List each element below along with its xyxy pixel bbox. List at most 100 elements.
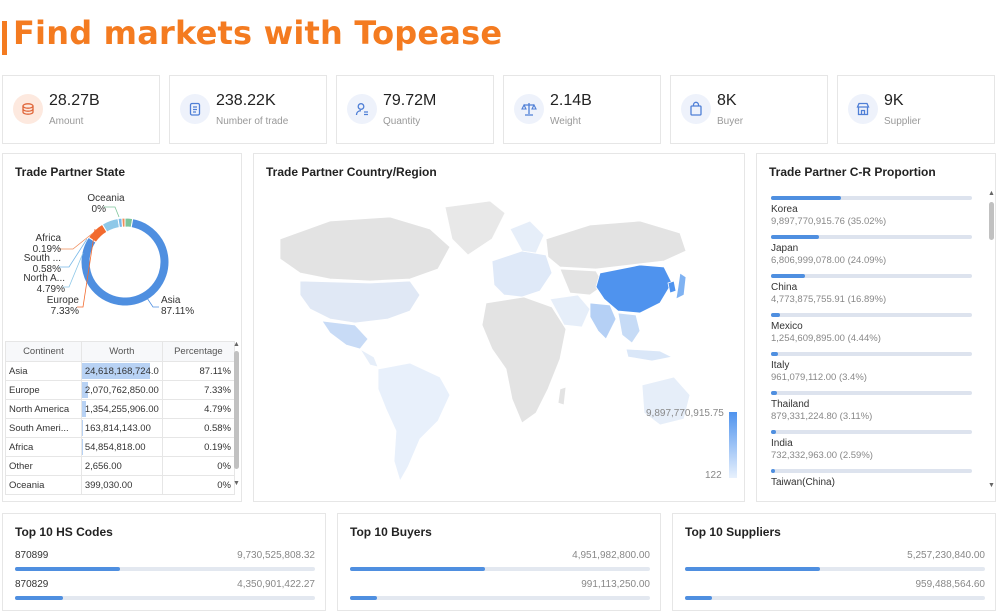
panel-title: Trade Partner Country/Region [266, 165, 437, 179]
proportion-name: Thailand [771, 399, 810, 410]
proportion-item[interactable]: Japan 6,806,999,078.00 (24.09%) [771, 231, 976, 270]
user-quantity-icon [347, 94, 377, 124]
trade-partner-map-panel: Trade Partner Country/Region [253, 153, 745, 502]
proportion-name: Mexico [771, 321, 803, 332]
trade-partner-state-panel: Trade Partner State Oceania 0% Africa 0.19%… [2, 153, 242, 502]
map-region-south-america [377, 362, 451, 483]
stat-card-quantity: 79.72M Quantity [336, 75, 494, 144]
map-region-africa [481, 296, 567, 424]
map-region-europe [491, 250, 553, 298]
panel-title: Trade Partner C-R Proportion [769, 165, 936, 179]
proportion-item[interactable]: Mexico 1,254,609,895.00 (4.44%) [771, 309, 976, 348]
header-accent-bar [2, 21, 7, 55]
proportion-item[interactable]: Taiwan(China) [771, 465, 976, 501]
donut-label-pct: 87.11% [161, 306, 194, 317]
proportion-value: 9,897,770,915.76 (35.02%) [771, 216, 887, 227]
table-row[interactable]: Oceania 399,030.00 0% [5, 475, 236, 495]
scroll-down-arrow-icon[interactable]: ▼ [233, 480, 240, 487]
proportion-name: India [771, 438, 793, 449]
proportion-item[interactable]: China 4,773,875,755.91 (16.89%) [771, 270, 976, 309]
shopping-bag-icon [681, 94, 711, 124]
table-row[interactable]: Africa 54,854,818.00 0.19% [5, 437, 236, 457]
row-fill [685, 596, 712, 600]
row-fill [350, 567, 485, 571]
row-value: 991,113,250.00 [581, 579, 650, 590]
column-header-percentage[interactable]: Percentage [161, 341, 236, 362]
proportion-name: Taiwan(China) [771, 477, 835, 488]
row-track [685, 596, 985, 600]
donut-label-line [77, 228, 96, 308]
proportion-item[interactable]: Korea 9,897,770,915.76 (35.02%) [771, 192, 976, 231]
scale-icon [514, 94, 544, 124]
map-legend-gradient[interactable] [729, 412, 737, 478]
clipboard-icon [180, 94, 210, 124]
top-buyers-panel: Top 10 Buyers 4,951,982,800.00 991,113,25… [337, 513, 661, 611]
map-legend-max: 9,897,770,915.75 [646, 408, 724, 419]
table-row[interactable]: South Ameri... 163,814,143.00 0.58% [5, 418, 236, 438]
donut-label-name: Europe [47, 295, 80, 306]
proportion-item[interactable]: India 732,332,963.00 (2.59%) [771, 426, 976, 465]
map-region-greenland [444, 200, 506, 256]
row-label: 870899 [15, 550, 49, 561]
proportion-scrollbar[interactable] [989, 202, 994, 240]
table-row[interactable]: Other 2,656.00 0% [5, 456, 236, 476]
top-hs-codes-panel: Top 10 HS Codes 870899 9,730,525,808.32 87… [2, 513, 326, 611]
proportion-track [771, 391, 972, 395]
proportion-item[interactable]: Thailand 879,331,224.80 (3.11%) [771, 387, 976, 426]
scroll-up-arrow-icon[interactable]: ▲ [988, 190, 995, 197]
scroll-down-arrow-icon[interactable]: ▼ [988, 482, 995, 489]
stat-label: Buyer [717, 116, 744, 127]
donut-label-name: North A... [23, 273, 65, 284]
scroll-up-arrow-icon[interactable]: ▲ [233, 341, 240, 348]
column-header-continent[interactable]: Continent [5, 341, 82, 362]
map-region-india [589, 302, 617, 340]
proportion-value: 6,806,999,078.00 (24.09%) [771, 255, 887, 266]
proportion-value: 4,773,875,755.91 (16.89%) [771, 294, 887, 305]
continent-cell: South Ameri... [5, 418, 82, 438]
worth-cell: 2,656.00 [80, 456, 163, 476]
stat-label: Quantity [383, 116, 421, 127]
map-region-korea [667, 280, 677, 294]
worth-bar [82, 382, 88, 398]
panel-title: Top 10 HS Codes [15, 525, 113, 539]
donut-label-pct: 4.79% [37, 284, 65, 295]
table-row[interactable]: North America 1,354,255,906.00 4.79% [5, 399, 236, 419]
map-region-indonesia [625, 348, 674, 362]
map-region-madagascar [557, 386, 567, 406]
row-fill [15, 567, 120, 571]
donut-slice-africa[interactable] [121, 217, 126, 228]
donut-label-name: South ... [24, 253, 61, 264]
panel-title: Trade Partner State [15, 165, 126, 179]
proportion-name: China [771, 282, 798, 293]
table-scrollbar[interactable] [234, 351, 239, 469]
world-map[interactable] [260, 199, 690, 489]
worth-value: 24,618,168,724.0 [84, 365, 159, 377]
worth-bar [82, 363, 150, 379]
column-header-worth[interactable]: Worth [80, 341, 163, 362]
store-icon [848, 94, 878, 124]
donut-label-name: Asia [161, 295, 181, 306]
table-row[interactable]: Europe 2,070,762,850.00 7.33% [5, 380, 236, 400]
percentage-cell: 0% [161, 475, 236, 495]
stat-card-amount: 28.27B Amount [2, 75, 160, 144]
donut-label-line [104, 206, 120, 218]
worth-value: 2,656.00 [84, 460, 122, 472]
row-track [350, 567, 650, 571]
row-track [685, 567, 985, 571]
proportion-list: Korea 9,897,770,915.76 (35.02%) Japan 6,806… [771, 192, 976, 501]
proportion-track [771, 196, 972, 200]
map-region-scandinavia [509, 220, 545, 254]
proportion-item[interactable]: Italy 961,079,112.00 (3.4%) [771, 348, 976, 387]
proportion-name: Japan [771, 243, 799, 254]
proportion-name: Italy [771, 360, 790, 371]
continent-cell: North America [5, 399, 82, 419]
table-row[interactable]: Asia 24,618,168,724.0 87.11% [5, 361, 236, 381]
map-region-mexico [321, 320, 369, 350]
stat-label: Weight [550, 116, 581, 127]
continent-cell: Asia [5, 361, 82, 381]
map-region-canada [279, 216, 451, 282]
worth-value: 54,854,818.00 [84, 441, 146, 453]
worth-value: 399,030.00 [84, 479, 133, 491]
donut-label-line [59, 232, 94, 250]
